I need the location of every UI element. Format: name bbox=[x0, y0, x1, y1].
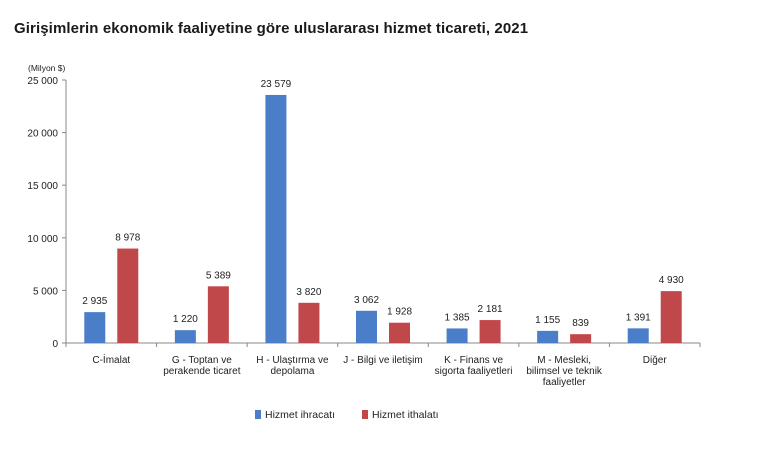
x-category-label: perakende ticaret bbox=[163, 366, 240, 377]
y-tick-label: 0 bbox=[52, 339, 58, 350]
x-category-label: C-İmalat bbox=[92, 353, 130, 366]
bar-export bbox=[356, 310, 377, 343]
bar-export bbox=[265, 94, 287, 344]
x-category-label: Diğer bbox=[643, 355, 668, 366]
legend-swatch-export bbox=[255, 410, 261, 419]
bar-import bbox=[660, 291, 682, 343]
x-category-label: H - Ulaştırma ve bbox=[256, 355, 329, 366]
bar-value-label: 1 928 bbox=[387, 307, 412, 318]
bar-value-label: 1 391 bbox=[626, 312, 651, 323]
bar-value-label: 23 579 bbox=[261, 79, 292, 90]
x-category-label: depolama bbox=[270, 366, 314, 377]
x-category-label: sigorta faaliyetleri bbox=[435, 366, 513, 377]
y-tick-label: 20 000 bbox=[27, 129, 58, 140]
x-category-label: faaliyetler bbox=[543, 377, 586, 388]
bar-value-label: 1 220 bbox=[173, 314, 198, 325]
legend-label: Hizmet ithalatı bbox=[372, 409, 439, 421]
bar-import bbox=[117, 248, 139, 343]
bar-export bbox=[537, 330, 559, 343]
bar-import bbox=[389, 322, 410, 343]
bar-value-label: 3 062 bbox=[354, 295, 379, 306]
bar-import bbox=[570, 334, 592, 343]
x-category-label: G - Toptan ve bbox=[172, 355, 232, 366]
bar-import bbox=[207, 286, 229, 343]
bar-value-label: 2 181 bbox=[478, 304, 503, 315]
x-category-label: K - Finans ve bbox=[444, 355, 503, 366]
bar-export bbox=[627, 328, 649, 343]
bar-export bbox=[446, 328, 468, 343]
bar-value-label: 839 bbox=[572, 318, 589, 329]
y-tick-label: 5 000 bbox=[33, 286, 58, 297]
legend-swatch-import bbox=[362, 410, 368, 419]
chart-title: Girişimlerin ekonomik faaliyetine göre u… bbox=[14, 20, 529, 37]
bar-export bbox=[84, 312, 106, 343]
bar-value-label: 3 820 bbox=[296, 287, 321, 298]
x-category-label: M - Mesleki, bbox=[537, 355, 591, 366]
bar-value-label: 5 389 bbox=[206, 270, 231, 281]
x-category-label: J - Bilgi ve iletişim bbox=[343, 355, 422, 366]
bar-value-label: 1 155 bbox=[535, 315, 560, 326]
x-category-label: bilimsel ve teknik bbox=[526, 366, 603, 377]
y-tick-label: 25 000 bbox=[27, 76, 58, 87]
y-tick-label: 10 000 bbox=[27, 234, 58, 245]
bar-value-label: 8 978 bbox=[115, 233, 140, 244]
bar-import bbox=[479, 320, 501, 343]
bar-export bbox=[174, 330, 196, 343]
bar-value-label: 1 385 bbox=[445, 312, 470, 323]
y-tick-label: 15 000 bbox=[27, 181, 58, 192]
legend-label: Hizmet ihracatı bbox=[265, 409, 335, 421]
bar-import bbox=[298, 302, 320, 343]
y-axis-unit-label: (Milyon $) bbox=[28, 63, 65, 73]
bar-value-label: 4 930 bbox=[659, 275, 684, 286]
bar-value-label: 2 935 bbox=[82, 296, 107, 307]
